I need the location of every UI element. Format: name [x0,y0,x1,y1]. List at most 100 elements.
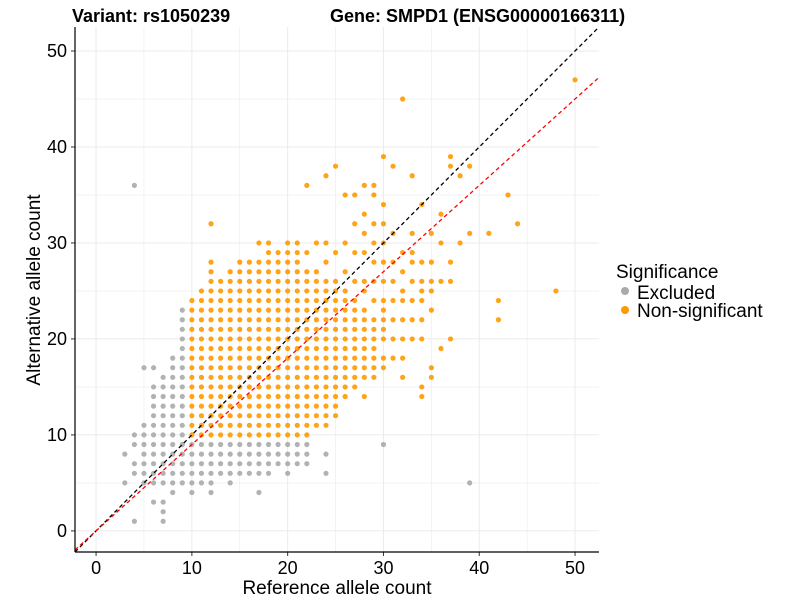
point-excluded [131,182,137,188]
point-excluded [256,489,262,496]
point-non-significant [189,413,195,419]
point-non-significant [265,249,272,256]
point-excluded [198,480,205,486]
point-non-significant [227,422,233,428]
point-non-significant [371,297,377,304]
point-non-significant [294,384,300,390]
point-non-significant [265,336,272,342]
point-excluded [179,345,185,352]
point-excluded [179,326,185,332]
point-non-significant [208,374,214,380]
point-non-significant [361,182,367,188]
point-non-significant [218,288,224,294]
point-non-significant [208,432,214,438]
point-non-significant [285,326,291,332]
point-non-significant [361,365,367,371]
point-non-significant [304,307,310,313]
point-excluded [179,432,185,438]
point-non-significant [352,249,358,256]
point-non-significant [371,278,377,284]
point-excluded [160,432,166,438]
y-tick-label: 10 [47,425,67,445]
point-non-significant [361,345,367,352]
point-non-significant [342,192,348,198]
point-non-significant [275,326,281,332]
point-non-significant [342,384,348,390]
point-excluded [179,461,185,467]
point-non-significant [237,297,243,304]
point-non-significant [218,336,224,342]
point-non-significant [198,384,205,390]
point-excluded [208,480,214,486]
point-excluded [179,336,185,342]
point-excluded [179,470,185,476]
point-non-significant [313,278,320,284]
point-non-significant [419,384,425,390]
point-excluded [265,451,272,457]
point-non-significant [189,317,195,323]
point-non-significant [265,432,272,438]
point-non-significant [246,355,252,361]
point-non-significant [419,336,425,342]
point-excluded [170,422,176,428]
point-non-significant [313,413,320,419]
point-non-significant [265,278,272,284]
point-excluded [275,461,281,467]
point-excluded [227,470,233,476]
point-excluded [189,451,195,457]
point-non-significant [294,317,300,323]
y-tick-label: 0 [57,521,67,541]
point-excluded [170,441,176,448]
point-excluded [323,470,329,476]
point-non-significant [304,432,310,438]
point-non-significant [332,249,339,256]
point-non-significant [342,326,348,332]
point-non-significant [256,393,262,400]
point-non-significant [352,345,358,352]
point-non-significant [265,365,272,371]
point-non-significant [208,221,214,227]
point-excluded [170,480,176,486]
point-non-significant [323,374,329,380]
point-non-significant [323,307,329,313]
point-non-significant [505,192,511,198]
point-non-significant [256,374,262,380]
point-non-significant [390,278,396,284]
point-non-significant [361,230,367,236]
point-non-significant [323,393,329,400]
point-non-significant [304,269,310,275]
point-non-significant [275,249,281,256]
point-non-significant [246,326,252,332]
point-non-significant [342,297,348,304]
point-non-significant [495,317,502,323]
point-non-significant [246,259,252,265]
point-excluded [131,518,137,524]
legend: Significance Excluded Non-significant [616,262,763,322]
point-excluded [294,451,300,457]
point-non-significant [380,355,387,361]
point-non-significant [553,288,559,294]
point-non-significant [400,355,406,361]
point-excluded [150,441,157,448]
point-non-significant [237,345,243,352]
point-non-significant [275,403,281,409]
point-non-significant [342,393,348,400]
point-non-significant [189,355,195,361]
point-non-significant [294,278,300,284]
point-non-significant [409,259,415,265]
point-non-significant [227,345,233,352]
point-non-significant [237,317,243,323]
point-non-significant [227,326,233,332]
point-excluded [265,461,272,467]
point-non-significant [285,432,291,438]
point-excluded [208,451,214,457]
point-non-significant [256,288,262,294]
point-non-significant [361,326,367,332]
point-excluded [150,422,157,428]
point-non-significant [294,336,300,342]
point-non-significant [246,317,252,323]
point-non-significant [198,297,205,304]
point-non-significant [313,317,320,323]
point-non-significant [304,365,310,371]
